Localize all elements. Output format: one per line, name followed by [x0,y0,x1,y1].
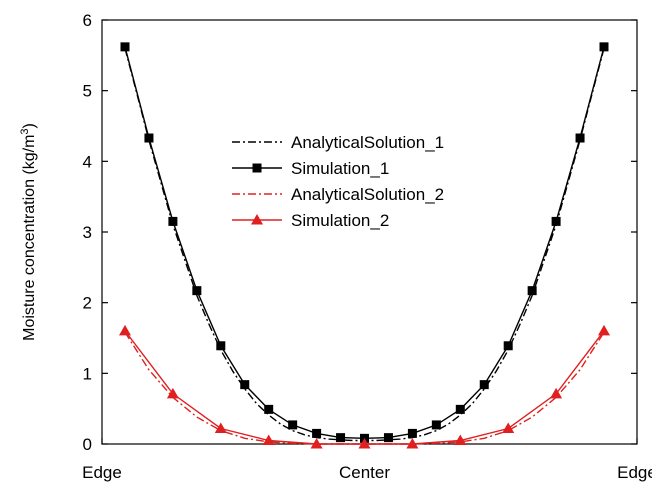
y-axis-title-main: Moisture concentration (kg/m [21,135,38,341]
legend-item: Simulation_1 [232,159,389,178]
legend-item: Simulation_2 [232,211,389,230]
data-point-square [455,404,465,414]
data-point-triangle [406,438,419,449]
data-point-triangle [166,387,179,399]
data-point-triangle [598,324,610,336]
data-point-triangle [454,434,467,445]
data-point-square [599,42,609,52]
data-point-square [216,341,226,351]
y-axis-ticks: 0 1 2 3 4 5 6 [83,11,637,454]
data-point-square [144,133,154,143]
series-AnalyticalSolution_1 [124,48,605,442]
y-tick-label: 2 [83,294,92,313]
data-point-square [288,420,298,430]
data-point-square [264,404,274,414]
data-point-square [431,420,441,430]
series-line [124,331,605,445]
legend-label: AnalyticalSolution_2 [291,185,444,204]
data-point-square [240,380,250,390]
y-tick-label: 6 [83,11,92,30]
y-tick-label: 1 [83,364,92,383]
x-tick-label: Center [339,463,390,482]
series-line [124,46,605,440]
y-tick-label: 4 [83,152,92,171]
data-point-triangle [214,422,227,433]
data-point-triangle [358,438,371,449]
legend-label: Simulation_2 [291,211,389,230]
data-point-square [503,341,513,351]
x-axis-ticks: Edge Center Edge [82,438,652,482]
data-point-square [479,380,489,390]
y-tick-label: 3 [83,223,92,242]
data-point-triangle [502,422,515,433]
data-point-square [551,216,561,226]
data-point-square [336,433,346,443]
data-point-triangle [550,387,563,399]
data-point-square [120,42,130,52]
y-axis-title-close: ) [21,123,38,128]
legend-label: AnalyticalSolution_1 [291,133,444,152]
y-axis-title-superscript: 3 [19,128,31,134]
y-axis-title: Moisture concentration (kg/m3) [19,123,38,341]
data-point-square [312,428,322,438]
legend: AnalyticalSolution_1 Simulation_1 Analytic… [232,133,444,230]
data-point-triangle [251,214,263,225]
series-layer [119,42,610,449]
series-Simulation_2 [119,324,610,449]
plot-frame [101,19,638,445]
series-line [124,48,605,442]
x-tick-label: Edge [82,463,122,482]
data-point-triangle [310,438,323,449]
legend-label: Simulation_1 [291,159,389,178]
series-AnalyticalSolution_2 [124,331,605,445]
data-point-triangle [119,324,131,336]
x-tick-label: Edge [617,463,652,482]
data-point-square [527,286,537,296]
data-point-square [168,216,178,226]
series-Simulation_1 [120,42,609,443]
data-point-square [252,163,262,173]
data-point-square [407,428,417,438]
data-point-triangle [262,434,275,445]
series-line [124,330,605,445]
legend-item: AnalyticalSolution_2 [232,185,444,204]
data-point-square [383,433,393,443]
legend-item: AnalyticalSolution_1 [232,133,444,152]
data-point-square [575,133,585,143]
y-tick-label: 5 [83,82,92,101]
data-point-square [192,286,202,296]
y-tick-label: 0 [83,435,92,454]
